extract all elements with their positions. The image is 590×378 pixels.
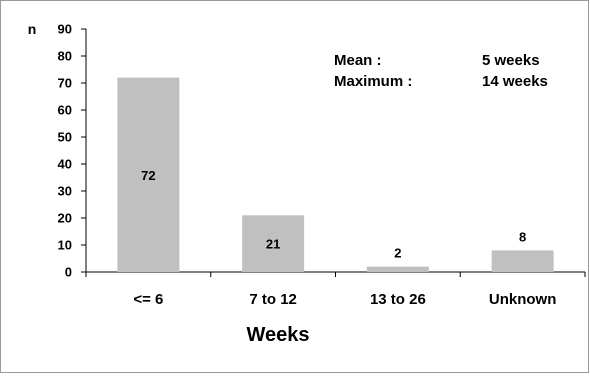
y-axis-label: n (28, 21, 37, 37)
annotation-mean-label: Mean : (334, 52, 382, 69)
y-tick-label: 0 (65, 265, 72, 280)
y-tick-label: 60 (58, 103, 72, 118)
y-tick-label: 30 (58, 184, 72, 199)
bar (491, 250, 554, 272)
y-tick-label: 20 (58, 211, 72, 226)
bar (366, 266, 429, 272)
x-axis-label: Weeks (246, 324, 309, 346)
x-tick-label: Unknown (489, 291, 557, 308)
y-tick-label: 10 (58, 238, 72, 253)
y-tick-label: 90 (58, 22, 72, 37)
x-tick-label: 7 to 12 (249, 291, 297, 308)
y-tick-label: 70 (58, 76, 72, 91)
annotation-maximum-label: Maximum : (334, 73, 412, 90)
bar (117, 77, 180, 272)
x-tick-label: 13 to 26 (370, 291, 426, 308)
data-label: 21 (266, 237, 280, 252)
data-label: 2 (394, 246, 401, 261)
annotation-mean-value: 5 weeks (482, 52, 540, 69)
data-label: 8 (519, 229, 526, 244)
y-tick-label: 80 (58, 49, 72, 64)
bar (242, 215, 305, 272)
x-tick-label: <= 6 (133, 291, 163, 308)
y-tick-label: 50 (58, 130, 72, 145)
y-tick-label: 40 (58, 157, 72, 172)
data-label: 72 (141, 168, 155, 183)
annotation-maximum-value: 14 weeks (482, 73, 548, 90)
